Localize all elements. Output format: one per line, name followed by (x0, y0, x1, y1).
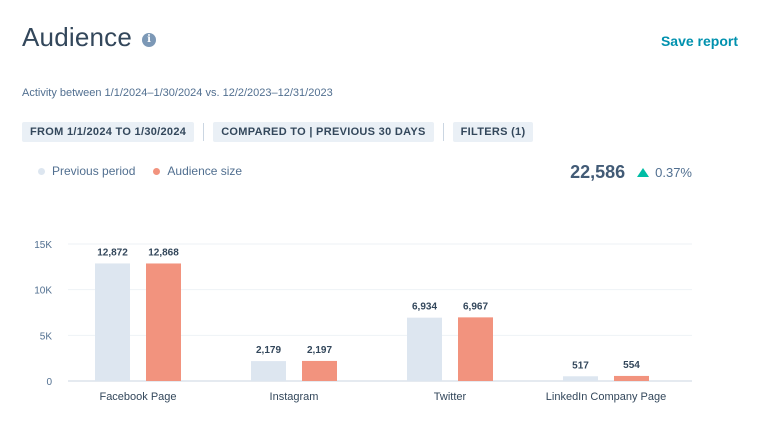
data-label: 554 (623, 360, 640, 371)
bar-previous-period (251, 361, 286, 381)
legend-dot-current (153, 167, 161, 175)
y-tick-label: 5K (40, 331, 53, 342)
kpi-summary: 22,586 0.37% (570, 162, 692, 183)
filters-button[interactable]: FILTERS (1) (452, 122, 534, 142)
data-label: 6,967 (463, 301, 488, 312)
y-tick-label: 15K (34, 240, 52, 251)
x-category-label: Twitter (434, 391, 467, 403)
x-category-label: Instagram (270, 391, 319, 403)
legend-item-current[interactable]: Audience size (153, 164, 242, 178)
bar-previous-period (563, 376, 598, 381)
bar-audience-size (458, 317, 493, 381)
data-label: 12,872 (97, 247, 128, 258)
y-tick-label: 10K (34, 286, 52, 297)
bar-previous-period (95, 263, 130, 381)
legend-dot-previous (38, 167, 45, 175)
data-label: 2,179 (256, 345, 281, 356)
save-report-button[interactable]: Save report (660, 33, 738, 49)
activity-range-text: Activity between 1/1/2024–1/30/2024 vs. … (22, 87, 333, 99)
bar-previous-period (407, 317, 442, 381)
info-icon[interactable]: i (142, 32, 157, 47)
legend-label-previous: Previous period (52, 164, 136, 178)
bar-audience-size (614, 375, 649, 381)
trend-up-icon (637, 168, 650, 177)
bar-audience-size (146, 263, 181, 381)
filter-divider (203, 123, 205, 141)
data-label: 12,868 (148, 247, 179, 258)
kpi-total-value: 22,586 (570, 162, 626, 182)
filter-divider (442, 123, 444, 141)
date-range-filter-button[interactable]: FROM 1/1/2024 TO 1/30/2024 (22, 122, 195, 142)
chart-legend: Previous period Audience size (38, 164, 260, 178)
kpi-change-percent: 0.37% (655, 165, 692, 180)
legend-item-previous[interactable]: Previous period (38, 164, 135, 178)
page-title: Audience (22, 22, 133, 52)
filter-bar: FROM 1/1/2024 TO 1/30/2024 COMPARED TO |… (22, 122, 534, 142)
bar-audience-size (302, 360, 337, 381)
x-category-label: Facebook Page (99, 391, 176, 403)
x-category-label: LinkedIn Company Page (546, 391, 666, 403)
legend-label-current: Audience size (167, 164, 243, 178)
compare-period-filter-button[interactable]: COMPARED TO | PREVIOUS 30 DAYS (213, 122, 434, 142)
data-label: 517 (572, 360, 589, 371)
title-row: Audience i (22, 22, 157, 53)
data-label: 6,934 (412, 302, 437, 313)
y-tick-label: 0 (46, 377, 52, 388)
data-label: 2,197 (307, 345, 332, 356)
